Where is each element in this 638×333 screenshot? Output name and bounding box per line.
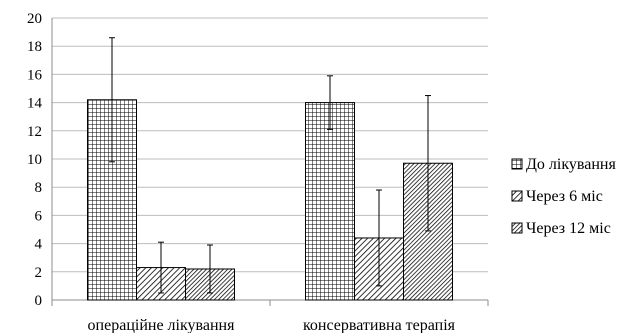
legend-swatch bbox=[511, 158, 523, 170]
legend-swatch bbox=[511, 190, 523, 202]
legend-entry: Через 12 міс bbox=[526, 220, 611, 237]
y-tick-label: 14 bbox=[27, 96, 43, 112]
bars bbox=[87, 99, 453, 301]
x-category-label: операційне лікування bbox=[88, 317, 236, 333]
axis-labels: 0 2 4 6 8 10 12 14 16 18 20 операційне лікування кон… bbox=[27, 11, 456, 333]
legend-swatch bbox=[511, 222, 523, 234]
y-tick-label: 20 bbox=[27, 11, 42, 27]
y-tick-label: 2 bbox=[35, 265, 43, 281]
y-tick-label: 6 bbox=[35, 208, 43, 224]
bar bbox=[305, 102, 355, 301]
x-category-label: консервативна терапія bbox=[303, 317, 456, 333]
y-tick-label: 18 bbox=[27, 39, 42, 55]
y-tick-label: 0 bbox=[35, 293, 43, 309]
y-tick-label: 10 bbox=[27, 152, 42, 168]
error-bars bbox=[109, 37, 431, 294]
y-tick-label: 4 bbox=[35, 237, 43, 253]
y-tick-label: 12 bbox=[27, 124, 42, 140]
y-tick-label: 16 bbox=[27, 67, 43, 83]
legend-entry: Через 6 міс bbox=[526, 188, 603, 205]
y-tick-label: 8 bbox=[35, 180, 43, 196]
legend: До лікування Через 6 міс Через 12 міс bbox=[511, 156, 616, 237]
legend-entry: До лікування bbox=[526, 156, 616, 173]
